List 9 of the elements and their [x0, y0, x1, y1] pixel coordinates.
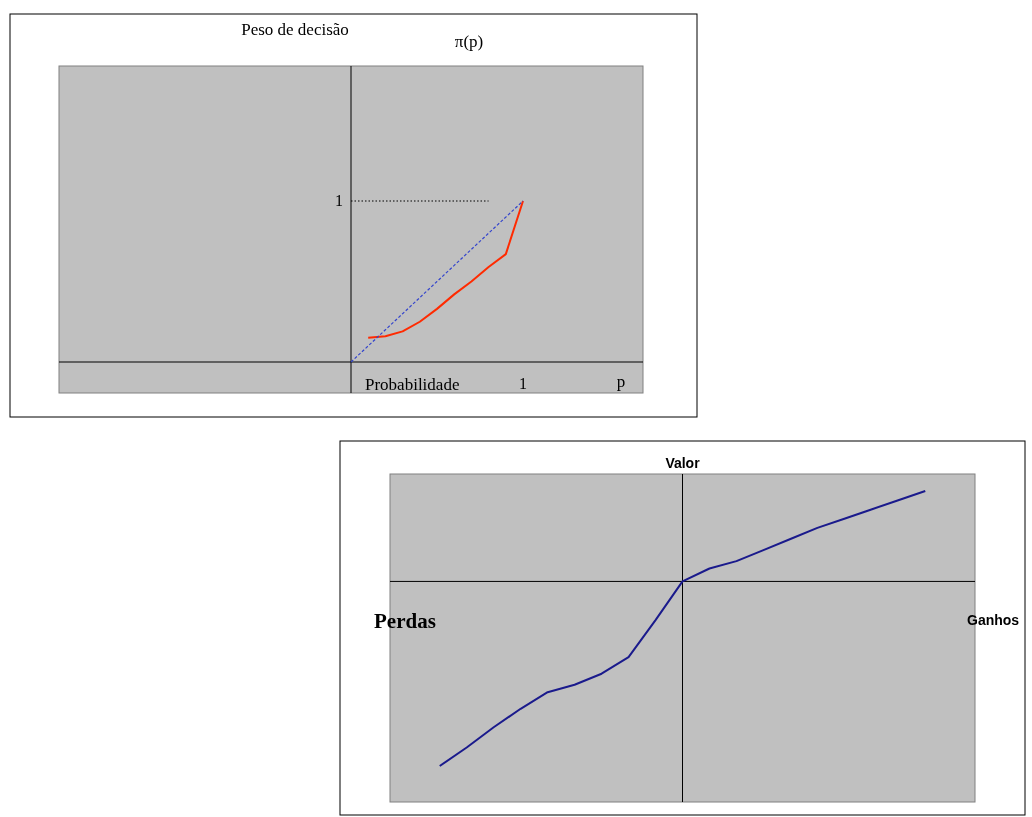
x2-axis-title: p — [616, 372, 626, 391]
x-axis-title: Probabilidade — [365, 375, 460, 394]
y-axis-title: Valor — [665, 455, 701, 471]
text: Ganhos — [967, 612, 1020, 629]
annotation: 1 — [335, 192, 343, 209]
y-axis-title: π(p) — [454, 32, 484, 51]
chart-title: Peso de decisão — [241, 20, 349, 39]
text: 1 — [519, 375, 527, 392]
annotation: Perdas — [374, 609, 436, 634]
